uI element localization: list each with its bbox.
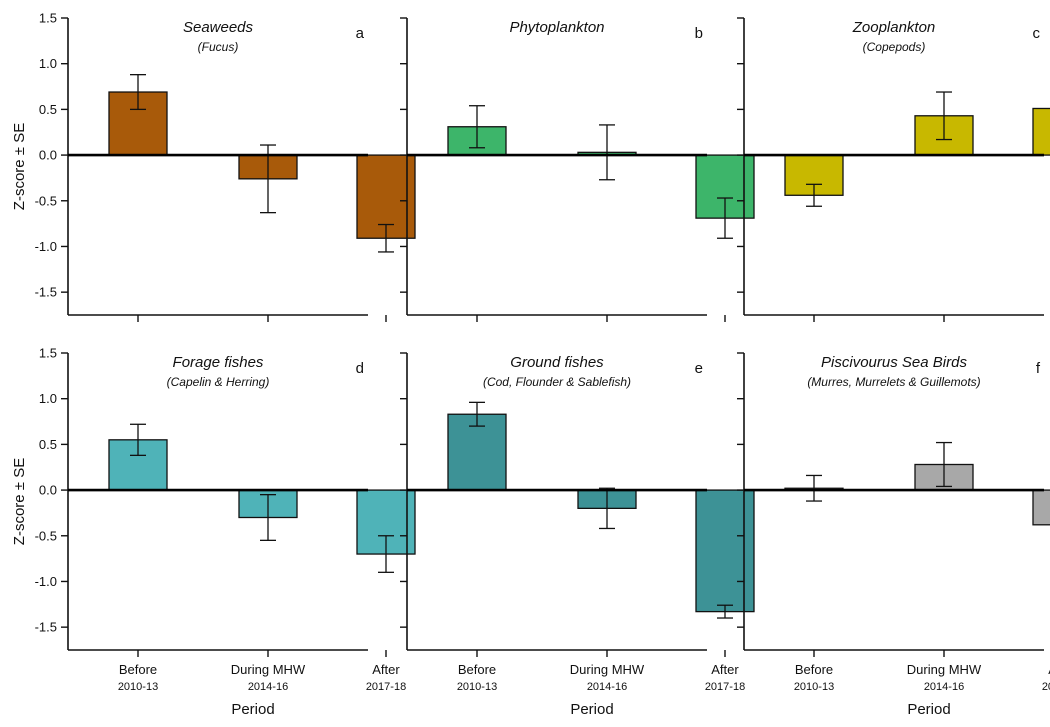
panel-letter: a [356, 25, 365, 42]
y-tick-label: 0.5 [39, 437, 57, 452]
x-category-label: Before [795, 662, 833, 677]
y-axis-title: Z-score ± SE [11, 123, 28, 210]
y-axis-title: Z-score ± SE [11, 458, 28, 545]
x-axis-title: Period [570, 701, 613, 718]
x-axis-title: Period [231, 701, 274, 718]
x-category-sublabel: 2014-16 [248, 681, 288, 693]
panel-f: Piscivourus Sea Birds (Murres, Murrelets … [737, 352, 1050, 718]
panel-letter: e [695, 360, 703, 377]
panel-subtitle: (Murres, Murrelets & Guillemots) [807, 375, 980, 389]
bar-3 [1032, 489, 1050, 526]
x-category-label: During MHW [570, 662, 645, 677]
x-category-label: Before [458, 662, 496, 677]
panel-title: Forage fishes [173, 354, 264, 371]
y-tick-label: 0.0 [39, 483, 57, 498]
panel-subtitle: (Cod, Flounder & Sablefish) [483, 375, 631, 389]
bar-3 [1032, 107, 1050, 156]
y-tick-label: 0.0 [39, 148, 57, 163]
x-category-label: Before [119, 662, 157, 677]
panel-subtitle: (Fucus) [198, 40, 239, 54]
x-category-sublabel: 2014-16 [924, 681, 964, 693]
panel-a: 1.5 1.0 0.5 0.0 -0.5 -1.0 -1.5 Z-score ± SE Seaw… [11, 11, 416, 322]
x-category-label: During MHW [907, 662, 982, 677]
panel-b: Phytoplankton b [400, 17, 755, 322]
y-tick-label: -1.5 [35, 620, 57, 635]
y-tick-label: 1.0 [39, 56, 57, 71]
x-category-sublabel: 2010-13 [457, 681, 497, 693]
x-category-sublabel: 2017-18 [1042, 681, 1050, 693]
x-axis-title: Period [907, 701, 950, 718]
x-category-label: After [1048, 662, 1050, 677]
x-category-sublabel: 2014-16 [587, 681, 627, 693]
y-tick-label: 1.5 [39, 346, 57, 361]
panel-title: Seaweeds [183, 19, 254, 36]
y-tick-label: -1.0 [35, 239, 57, 254]
x-category-sublabel: 2010-13 [794, 681, 834, 693]
x-category-label: After [372, 662, 400, 677]
x-category-sublabel: 2017-18 [705, 681, 745, 693]
y-tick-label: -1.5 [35, 285, 57, 300]
y-tick-label: 1.0 [39, 391, 57, 406]
panel-letter: b [695, 25, 703, 42]
bar-3 [695, 489, 755, 613]
y-tick-label: -1.0 [35, 574, 57, 589]
panel-subtitle: (Capelin & Herring) [167, 375, 270, 389]
panel-subtitle: (Copepods) [863, 40, 926, 54]
panel-title: Ground fishes [510, 354, 604, 371]
panel-letter: d [356, 360, 364, 377]
y-tick-label: 0.5 [39, 102, 57, 117]
panel-title: Phytoplankton [509, 19, 604, 36]
panel-title: Zooplankton [852, 19, 936, 36]
panel-d: 1.5 1.0 0.5 0.0 -0.5 -1.0 -1.5 Z-score ± SE Fora… [11, 346, 416, 718]
panel-letter: c [1033, 25, 1041, 42]
panel-title: Piscivourus Sea Birds [821, 354, 967, 371]
y-tick-label: -0.5 [35, 528, 57, 543]
x-category-sublabel: 2010-13 [118, 681, 158, 693]
y-tick-label: -0.5 [35, 193, 57, 208]
panel-c: Zooplankton (Copepods) c [737, 17, 1050, 322]
panel-letter: f [1036, 360, 1041, 377]
x-category-sublabel: 2017-18 [366, 681, 406, 693]
panel-e: Ground fishes (Cod, Flounder & Sablefish)… [400, 352, 755, 718]
x-category-label: After [711, 662, 739, 677]
y-tick-label: 1.5 [39, 11, 57, 26]
x-category-label: During MHW [231, 662, 306, 677]
